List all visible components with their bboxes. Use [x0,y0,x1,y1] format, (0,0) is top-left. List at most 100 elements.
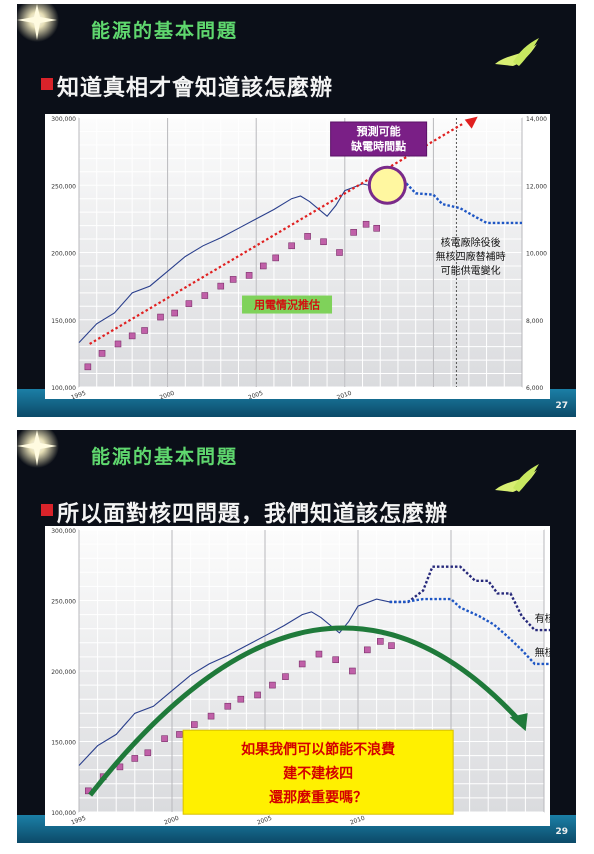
question-callout-text: 還那麼重要嗎？ [269,789,367,806]
slide-subtitle: 知道真相才會知道該怎麼辦 [57,75,334,101]
x-tick-label: 2010 [336,390,353,399]
data-point-marker [350,229,357,236]
data-point-marker [176,731,183,738]
data-point-marker [84,363,92,371]
power-demand-chart: 300,000 250,000 200,000 150,000 100,000 14,00… [45,114,550,399]
data-point-marker [298,660,306,668]
data-point-marker [207,712,215,720]
slide-title: 能源的基本問題 [91,20,239,42]
data-point-marker [362,220,370,228]
data-point-marker [315,650,323,658]
shortage-callout-text: 預測可能 [357,124,401,138]
data-point-marker [269,681,276,689]
question-callout-text: 如果我們可以節能不浪費 [241,741,395,758]
data-point-marker [217,282,225,290]
data-point-marker [131,755,139,762]
demand-trend-line [89,122,465,345]
y-tick-label: 250,000 [51,599,76,606]
trend-arrow-head-icon [464,116,478,129]
star-burst-icon [17,4,59,42]
data-point-marker [320,238,327,246]
historical-supply-line [78,183,376,343]
data-point-marker [288,242,295,250]
bullet-square-icon [41,78,53,90]
data-point-marker [363,646,371,654]
x-tick-label: 2000 [163,815,180,826]
y-tick-label: 150,000 [51,318,76,325]
data-point-marker [161,735,168,742]
x-tick-label: 2005 [256,815,273,826]
bullet-square-icon [41,504,53,516]
supply-note-text: 可能供電變化 [441,264,501,277]
data-point-marker [224,702,232,710]
y-tick-label: 200,000 [51,669,76,676]
page-number: 29 [555,827,568,837]
supply-note-text: 無核四廠替補時 [436,250,506,263]
data-point-marker [254,691,261,699]
data-point-marker [98,350,106,357]
x-tick-label: 2000 [159,390,176,399]
supply-note-text: 核電廠除役後 [441,236,501,249]
x-tick-label: 2005 [247,390,264,399]
data-point-marker [185,300,193,307]
y2-tick-label: 6,000 [526,385,543,392]
data-point-marker [171,309,178,317]
slide-subtitle: 所以面對核四問題，我們知道該怎麼辦 [57,501,449,527]
forecast-supply-line [389,565,550,632]
y2-tick-label: 10,000 [526,251,547,258]
question-callout-text: 建不建核四 [283,765,353,782]
data-point-marker [272,254,279,262]
x-tick-label: 1995 [70,815,87,826]
question-callout-box [182,729,454,815]
y-tick-label: 300,000 [51,116,76,123]
historical-supply-line [78,598,390,766]
x-tick-label: 2010 [349,815,366,826]
y2-tick-label: 12,000 [526,183,547,190]
data-point-marker [282,673,289,680]
slide-title: 能源的基本問題 [91,446,239,468]
y-tick-label: 300,000 [51,528,76,535]
forecast-supply-line [389,597,550,666]
conservation-curve-arrow [88,625,524,797]
series-label: 無核四 [535,646,550,659]
y2-tick-label: 14,000 [526,116,547,123]
y-tick-label: 100,000 [51,385,76,392]
data-point-marker [229,276,237,283]
slide-29: 能源的基本問題 所以面對核四問題，我們知道該怎麼辦 300,000 250,000… [17,430,576,843]
y2-tick-label: 8,000 [526,318,543,325]
series-label: 有核四 [535,612,550,625]
data-point-marker [245,272,253,279]
data-point-marker [388,642,395,649]
curve-arrow-head-icon [509,713,528,732]
data-point-marker [141,327,148,334]
data-point-marker [157,313,164,321]
shortage-callout-text: 缺電時間點 [350,139,406,153]
data-point-marker [114,340,122,348]
data-point-marker [336,249,343,256]
y-tick-label: 200,000 [51,251,76,258]
data-point-marker [349,667,356,675]
data-point-marker [116,763,124,771]
data-point-marker [259,262,267,270]
y-tick-label: 100,000 [51,810,76,817]
data-point-marker [144,749,152,757]
shortage-callout-box [330,121,428,157]
data-point-marker [373,224,380,232]
data-point-marker [332,656,339,664]
shortage-point-marker [367,165,407,205]
slide-27: 能源的基本問題 知道真相才會知道該怎麼辦 300,000 250,000 200,0… [17,4,576,417]
trend-label-box [242,295,333,314]
data-point-marker [191,721,198,728]
data-point-marker [377,638,384,645]
y-tick-label: 150,000 [51,740,76,747]
trend-label-text: 用電情況推估 [254,298,320,312]
data-point-marker [128,332,136,340]
bird-icon [495,38,539,66]
data-point-marker [201,292,209,299]
data-point-marker [237,695,245,703]
page-number: 27 [555,401,568,411]
star-burst-icon [17,430,59,468]
y-tick-label: 250,000 [51,183,76,190]
bird-icon [495,464,539,492]
x-tick-label: 1995 [70,390,87,399]
